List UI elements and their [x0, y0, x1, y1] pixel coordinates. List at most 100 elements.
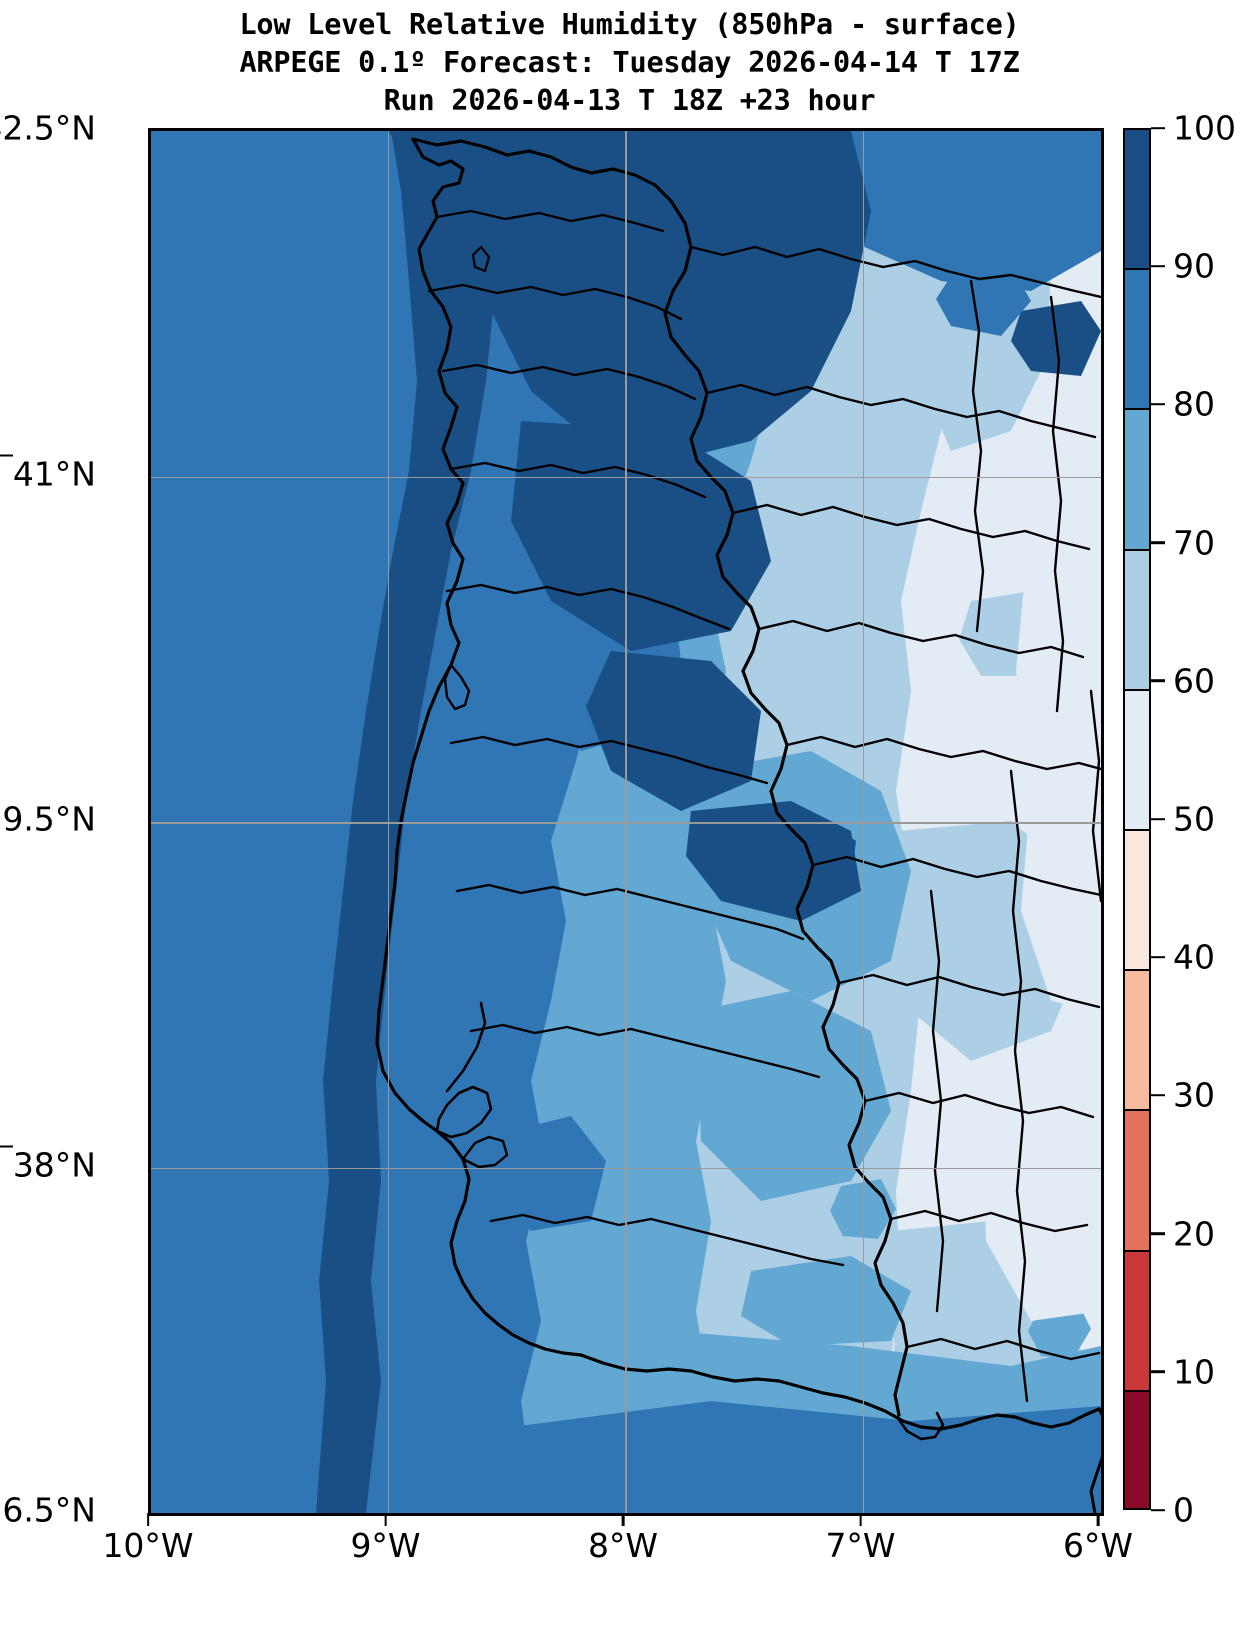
contour-band-50-60: [981, 1056, 1101, 1321]
admin-border-8: [469, 1023, 821, 1079]
admin-border-es-9: [889, 1209, 1089, 1233]
admin-border-5: [445, 583, 731, 631]
coastline-portugal-atlantic: [375, 137, 583, 1357]
admin-border-3: [441, 363, 697, 401]
xtick-6w: 6°W: [1063, 1513, 1133, 1565]
colorbar-tick-label: 100: [1173, 108, 1236, 148]
contour-band-90-100: [711, 811, 856, 901]
island-marker-1: [471, 245, 491, 273]
xtick-10w: 10°W: [102, 1513, 194, 1565]
admin-border-6: [449, 735, 769, 785]
admin-border-es-2: [705, 383, 1097, 439]
ytick-mark: [0, 1145, 13, 1148]
ytick-mark: [0, 454, 13, 457]
title-line-1: Low Level Relative Humidity (850hPa - su…: [239, 8, 1020, 41]
xtick-mark: [621, 1513, 625, 1526]
xtick-label: 9°W: [350, 1526, 421, 1565]
colorbar-band-10-0: [1125, 1391, 1149, 1508]
admin-border-es-10: [905, 1337, 1101, 1361]
admin-border-7: [455, 883, 805, 941]
admin-border-es-4: [757, 619, 1085, 659]
admin-border-4: [449, 461, 707, 499]
coastline-south-algarve: [579, 1353, 1101, 1431]
admin-border-es-v4: [929, 889, 945, 1313]
colorbar-tick-mark: [1151, 1508, 1165, 1512]
colorbar-band-20-10: [1125, 1251, 1149, 1392]
colorbar-tick-mark: [1151, 817, 1165, 821]
colorbar-tick-label: 30: [1173, 1075, 1215, 1115]
admin-border-1: [435, 209, 665, 233]
colorbar-tick-70: 70: [1151, 523, 1215, 562]
colorbar-ticks: 100 90 80 70 60 50 40 30 20 10 0: [1151, 109, 1259, 1530]
admin-border-es-5: [785, 735, 1101, 771]
ytick-41n: 41°N: [0, 454, 96, 493]
admin-border-es-7: [837, 973, 1101, 1009]
colorbar-tick-mark: [1151, 955, 1165, 959]
xtick-9w: 9°W: [350, 1513, 421, 1565]
colorbar-tick-50: 50: [1151, 800, 1215, 839]
chart-title: Low Level Relative Humidity (850hPa - su…: [0, 6, 1259, 120]
colorbar-tick-60: 60: [1151, 661, 1215, 700]
title-line-3: Run 2026-04-13 T 18Z +23 hour: [383, 84, 876, 117]
colorbar-tick-mark: [1151, 264, 1165, 268]
ytick-label: 39.5°N: [0, 799, 96, 839]
colorbar-band-70-60: [1125, 550, 1149, 691]
xtick-7w: 7°W: [825, 1513, 896, 1565]
xtick-mark: [146, 1513, 150, 1526]
colorbar-tick-mark: [1151, 541, 1165, 544]
admin-border-es-8: [863, 1091, 1095, 1119]
xtick-mark: [384, 1513, 387, 1526]
border-portugal-spain-south: [821, 1025, 909, 1417]
admin-border-es-v1: [969, 279, 985, 633]
colorbar-tick-label: 80: [1173, 384, 1215, 424]
colorbar-tick-mark: [1151, 1094, 1165, 1097]
coastline-sado-estuary: [461, 1135, 509, 1169]
colorbar-band-30-20: [1125, 1111, 1149, 1252]
coastline-layer: [375, 137, 1101, 1513]
contour-band-80-90: [936, 266, 1031, 336]
map-plot-area: [148, 128, 1104, 1516]
colorbar: [1123, 128, 1151, 1510]
colorbar-tick-mark: [1151, 126, 1165, 130]
colorbar-tick-mark: [1151, 1232, 1165, 1235]
contour-band-70-80: [696, 991, 891, 1201]
colorbar-tick-100: 100: [1151, 109, 1236, 148]
title-line-2: ARPEGE 0.1º Forecast: Tuesday 2026-04-14…: [239, 46, 1020, 79]
colorbar-tick-label: 10: [1173, 1352, 1215, 1392]
coastline-spain-south: [1089, 1407, 1101, 1513]
admin-border-9: [489, 1213, 845, 1267]
river-tagus: [445, 1001, 487, 1093]
border-portugal-spain-central: [741, 669, 841, 1029]
colorbar-tick-mark: [1151, 403, 1165, 406]
colorbar-tick-label: 70: [1173, 523, 1215, 563]
xtick-8w: 8°W: [588, 1513, 658, 1565]
colorbar-tick-label: 60: [1173, 661, 1215, 701]
colorbar-tick-0: 0: [1151, 1491, 1194, 1530]
colorbar-tick-90: 90: [1151, 247, 1215, 286]
admin-border-es-1: [689, 245, 1101, 299]
colorbar-tick-label: 20: [1173, 1214, 1215, 1254]
ytick-label: 38°N: [12, 1145, 96, 1184]
colorbar-tick-label: 50: [1173, 799, 1215, 839]
admin-border-es-v5: [1089, 689, 1101, 903]
ytick-38n: 38°N: [0, 1145, 96, 1184]
colorbar-band-80-70: [1125, 410, 1149, 551]
ytick-42-5n: 42.5°N: [0, 109, 96, 148]
colorbar-band-50-40: [1125, 830, 1149, 972]
ytick-label: 42.5°N: [0, 108, 96, 148]
colorbar-band-90-80: [1125, 270, 1149, 411]
contour-fill-layer: [151, 131, 1101, 1513]
contour-band-90-100: [586, 651, 761, 811]
ytick-label: 41°N: [12, 454, 96, 493]
contour-band-90-100: [386, 131, 871, 461]
colorbar-tick-30: 30: [1151, 1076, 1215, 1115]
ytick-39-5n: 39.5°N: [0, 800, 96, 839]
border-minho-river: [411, 137, 657, 187]
colorbar-tick-label: 0: [1173, 1490, 1194, 1530]
humidity-contour-map: [151, 131, 1101, 1513]
colorbar-band-100-90: [1125, 130, 1149, 271]
xtick-mark: [1096, 1513, 1100, 1526]
colorbar-tick-mark: [1151, 1370, 1165, 1374]
colorbar-tick-20: 20: [1151, 1214, 1215, 1253]
colorbar-tick-label: 40: [1173, 937, 1215, 977]
